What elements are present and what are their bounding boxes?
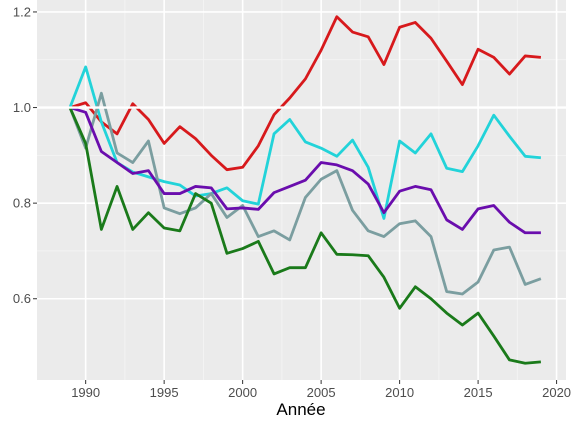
- x-tick-label: 1995: [150, 385, 179, 400]
- x-tick-label: 2015: [464, 385, 493, 400]
- x-axis-title: Année: [276, 400, 325, 419]
- series-line-5: [68, 106, 542, 365]
- y-tick-label: 1.2: [13, 4, 31, 19]
- y-tick-label: 0.8: [13, 196, 31, 211]
- y-tick-label: 1.0: [13, 100, 31, 115]
- series-line-2: [68, 65, 542, 220]
- y-tick-label: 0.6: [13, 291, 31, 306]
- x-tick-label: 1990: [71, 385, 100, 400]
- x-tick-label: 2020: [542, 385, 571, 400]
- series-line-4: [69, 106, 541, 235]
- x-tick-label: 2010: [385, 385, 414, 400]
- axes: 1990 1995 2000 2005 2010 2015 2020 0.6 0.8 1.0 1.2: [13, 4, 571, 400]
- series-line-1: [69, 15, 542, 172]
- series-line-3: [68, 91, 542, 296]
- series-lines: [37, 15, 566, 365]
- x-tick-label: 2000: [228, 385, 257, 400]
- x-tick-label: 2005: [307, 385, 336, 400]
